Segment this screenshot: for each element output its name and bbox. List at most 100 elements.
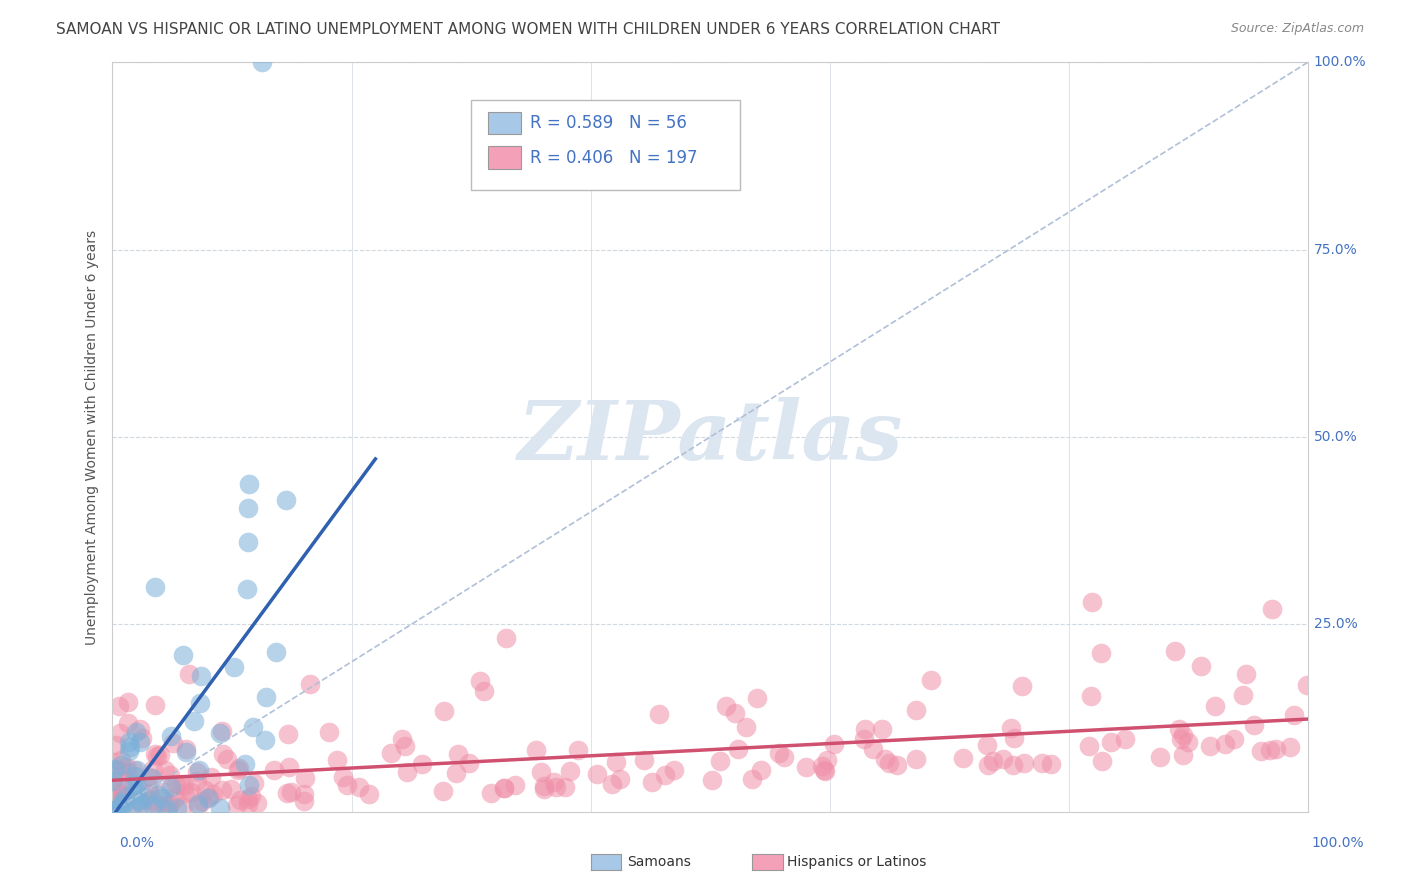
Point bbox=[104, 763, 127, 777]
Point bbox=[108, 763, 131, 777]
Point bbox=[157, 798, 180, 813]
Point bbox=[243, 776, 266, 790]
Point bbox=[110, 764, 132, 778]
Point bbox=[1278, 739, 1301, 754]
Point bbox=[173, 779, 195, 793]
Point bbox=[524, 743, 547, 757]
Point bbox=[332, 770, 354, 784]
Point bbox=[1077, 739, 1099, 754]
Point bbox=[108, 698, 131, 713]
Point bbox=[108, 787, 131, 801]
Point bbox=[1011, 679, 1033, 693]
Point bbox=[143, 698, 166, 712]
Point bbox=[110, 792, 132, 806]
Point bbox=[117, 715, 139, 730]
Point bbox=[250, 55, 273, 70]
Text: 0.0%: 0.0% bbox=[120, 836, 155, 850]
Point bbox=[128, 792, 150, 806]
Point bbox=[110, 801, 132, 815]
Point bbox=[114, 782, 136, 797]
Point bbox=[952, 751, 974, 765]
Text: R = 0.406   N = 197: R = 0.406 N = 197 bbox=[530, 149, 697, 167]
Point bbox=[127, 779, 149, 793]
Point bbox=[201, 787, 224, 801]
Point bbox=[122, 777, 145, 791]
Point bbox=[813, 764, 835, 778]
Point bbox=[228, 761, 250, 775]
Point bbox=[811, 759, 834, 773]
Point bbox=[1040, 757, 1063, 772]
Point bbox=[146, 798, 169, 813]
Point bbox=[1081, 595, 1104, 609]
Point bbox=[479, 786, 502, 800]
Point bbox=[174, 786, 197, 800]
Point bbox=[1080, 689, 1102, 703]
Point bbox=[217, 752, 239, 766]
Point bbox=[118, 735, 141, 749]
Point bbox=[735, 720, 758, 734]
Point bbox=[1167, 722, 1189, 736]
Point bbox=[879, 756, 901, 770]
Point bbox=[254, 690, 277, 705]
FancyBboxPatch shape bbox=[488, 112, 522, 135]
Point bbox=[1014, 756, 1036, 771]
Point bbox=[238, 792, 260, 806]
Point bbox=[472, 683, 495, 698]
Point bbox=[153, 785, 176, 799]
Point bbox=[633, 753, 655, 767]
Point bbox=[976, 739, 998, 753]
Point bbox=[170, 778, 193, 792]
Text: 100.0%: 100.0% bbox=[1313, 55, 1367, 70]
Point bbox=[1031, 756, 1053, 770]
Point bbox=[318, 724, 340, 739]
Point bbox=[277, 727, 299, 741]
Point bbox=[148, 788, 170, 802]
Point bbox=[209, 726, 232, 740]
Point bbox=[444, 766, 467, 780]
Point bbox=[238, 535, 260, 549]
Point bbox=[905, 751, 928, 765]
Point bbox=[1171, 747, 1194, 762]
Text: Samoans: Samoans bbox=[627, 855, 690, 869]
Point bbox=[226, 764, 249, 778]
FancyBboxPatch shape bbox=[471, 100, 740, 190]
Point bbox=[394, 739, 416, 753]
Point bbox=[433, 704, 456, 718]
Point bbox=[122, 763, 145, 777]
Point bbox=[197, 790, 219, 805]
Point bbox=[749, 763, 772, 777]
Point bbox=[264, 645, 287, 659]
Text: Hispanics or Latinos: Hispanics or Latinos bbox=[787, 855, 927, 869]
Point bbox=[190, 668, 212, 682]
Point bbox=[1091, 754, 1114, 768]
Point bbox=[124, 769, 146, 783]
Point bbox=[103, 795, 125, 809]
Point bbox=[177, 667, 200, 681]
Point bbox=[186, 764, 208, 779]
Point bbox=[1170, 732, 1192, 747]
Point bbox=[1149, 750, 1171, 764]
Point bbox=[654, 768, 676, 782]
Point bbox=[114, 760, 136, 774]
Point bbox=[176, 745, 198, 759]
Point bbox=[432, 784, 454, 798]
Point bbox=[1295, 678, 1317, 692]
Point bbox=[138, 770, 160, 784]
Point bbox=[239, 789, 262, 804]
Point bbox=[662, 764, 685, 778]
Point bbox=[1243, 718, 1265, 732]
Point bbox=[1171, 728, 1194, 742]
Point bbox=[814, 764, 837, 779]
Point bbox=[274, 492, 297, 507]
Point bbox=[104, 785, 127, 799]
Point bbox=[141, 771, 163, 785]
Point bbox=[149, 748, 172, 763]
Point bbox=[138, 786, 160, 800]
Point bbox=[983, 754, 1005, 768]
Point bbox=[529, 765, 551, 780]
Point bbox=[1261, 602, 1284, 616]
Y-axis label: Unemployment Among Women with Children Under 6 years: Unemployment Among Women with Children U… bbox=[84, 229, 98, 645]
Point bbox=[558, 764, 581, 778]
Point bbox=[709, 754, 731, 768]
Point bbox=[1099, 735, 1122, 749]
